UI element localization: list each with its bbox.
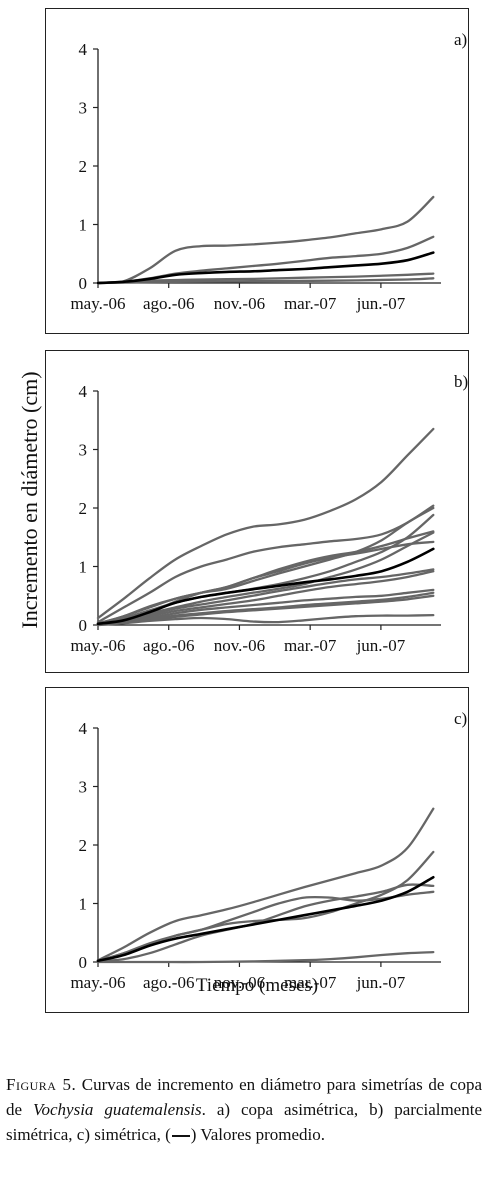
series-line-a [96, 272, 435, 285]
caption-text-3: ) Valores promedio. [190, 1125, 325, 1144]
x-tick-label-b: ago.-06 [143, 636, 194, 655]
series-line-b [96, 588, 435, 626]
series-line-c [96, 890, 435, 962]
x-tick-label-a: nov.-06 [214, 294, 265, 313]
x-tick-label-c: mar.-07 [284, 973, 337, 992]
y-tick-label-c: 4 [79, 719, 88, 738]
series-line-c [96, 950, 435, 964]
series-line-b [96, 613, 435, 627]
y-tick-label-a: 1 [79, 216, 88, 235]
caption-species: Vochysia guatemalensis [33, 1100, 202, 1119]
y-axis-label: Incremento en diámetro (cm) [17, 371, 42, 629]
panel-c: 0 1 2 3 4 may.-06 ago.-06 nov.-06 mar.-07 jun.-07… [45, 687, 469, 1013]
series-line-c [96, 883, 435, 963]
chart-a: 0 1 2 3 4 may.-06 ago.-06 nov.-06 mar.-07 jun.-07… [70, 30, 467, 313]
panel-label-a: a) [454, 30, 467, 49]
x-tick-label-b: may.-06 [70, 636, 125, 655]
average-series-line-a [96, 251, 435, 285]
x-tick-label-b: nov.-06 [214, 636, 265, 655]
chart-c: 0 1 2 3 4 may.-06 ago.-06 nov.-06 mar.-07 jun.-07… [70, 709, 467, 992]
x-tick-label-a: mar.-07 [284, 294, 337, 313]
y-tick-label-b: 2 [79, 499, 88, 518]
y-tick-label-b: 0 [79, 616, 88, 635]
series-line-a [96, 277, 435, 285]
panel-b: 0 1 2 3 4 may.-06 ago.-06 nov.-06 mar.-07 jun.-07… [45, 350, 469, 673]
figure-label: Figura 5. [6, 1075, 77, 1094]
series-line-b [96, 427, 435, 620]
series-line-c [96, 807, 435, 962]
series-line-b [96, 570, 435, 626]
x-tick-label-a: jun.-07 [356, 294, 406, 313]
panel-a: 0 1 2 3 4 may.-06 ago.-06 nov.-06 mar.-07 jun.-07… [45, 8, 469, 334]
y-tick-label-a: 0 [79, 274, 88, 293]
y-tick-label-c: 2 [79, 836, 88, 855]
y-tick-label-c: 0 [79, 953, 88, 972]
panel-label-b: b) [454, 372, 468, 391]
x-axis-label: Tiempo (meses) [195, 975, 319, 996]
series-line-a [96, 195, 435, 285]
y-tick-label-a: 4 [79, 40, 88, 59]
caption-text-2: . a) copa asimétrica, b) parcialmente si… [6, 1100, 483, 1144]
x-tick-label-c: jun.-07 [356, 973, 406, 992]
x-tick-label-c: may.-06 [70, 973, 125, 992]
figure-caption: Figura 5. Curvas de incremento en diámet… [6, 1072, 482, 1147]
y-tick-label-b: 4 [79, 382, 88, 401]
average-series-line-b [96, 547, 435, 626]
average-series-line-c [96, 875, 435, 963]
caption-text-1: Curvas de incremento en diámetro para si… [6, 1075, 483, 1119]
x-tick-label-c: ago.-06 [143, 973, 194, 992]
x-tick-label-a: ago.-06 [143, 294, 194, 313]
panel-label-c: c) [454, 709, 467, 728]
chart-b: 0 1 2 3 4 may.-06 ago.-06 nov.-06 mar.-07 jun.-07… [70, 372, 468, 655]
series-line-b [96, 504, 435, 624]
series-line-b [96, 568, 435, 626]
y-tick-label-b: 1 [79, 558, 88, 577]
x-tick-label-a: may.-06 [70, 294, 125, 313]
y-tick-label-c: 1 [79, 895, 88, 914]
series-line-b [96, 531, 435, 625]
y-tick-label-c: 3 [79, 778, 88, 797]
x-tick-label-c: nov.-06 [214, 973, 265, 992]
series-line-b [96, 591, 435, 626]
y-tick-label-b: 3 [79, 441, 88, 460]
y-tick-label-a: 3 [79, 99, 88, 118]
x-tick-label-b: mar.-07 [284, 636, 337, 655]
y-tick-label-a: 2 [79, 157, 88, 176]
x-tick-label-b: jun.-07 [356, 636, 406, 655]
average-line-legend-icon [171, 1135, 190, 1138]
